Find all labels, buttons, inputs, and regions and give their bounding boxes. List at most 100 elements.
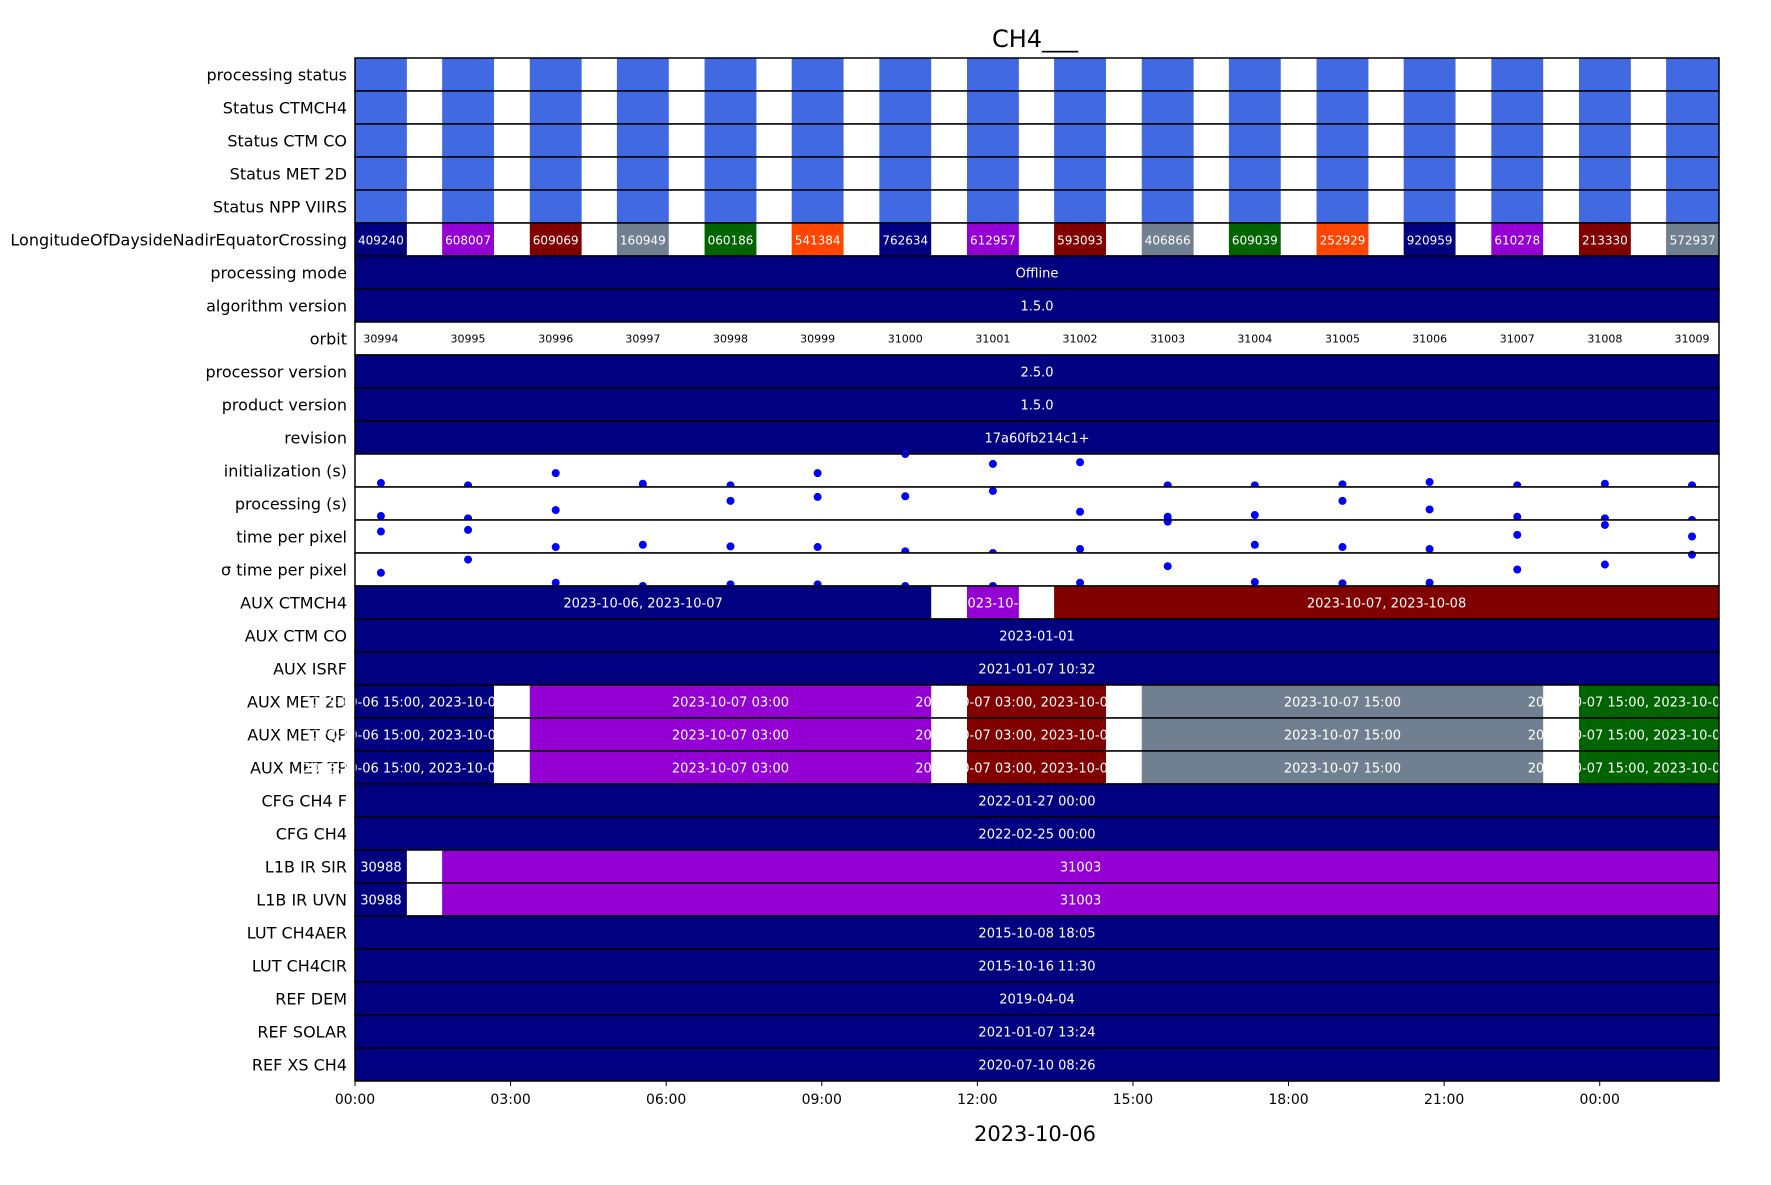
x-tick-label: 09:00 — [802, 1092, 842, 1108]
row-time-per-pixel: time per pixel — [236, 517, 1720, 557]
segment — [616, 223, 669, 256]
segment-label: 2.5.0 — [1020, 366, 1053, 381]
segment-label: 2023-10-0 — [959, 597, 1026, 612]
row-label: processing (s) — [235, 495, 347, 514]
segment-label: 2021-01-07 10:32 — [978, 663, 1095, 678]
segment — [529, 190, 582, 223]
row-aux-ctmch4: AUX CTMCH4 2023-10-06, 2023-10-07 2023-10-… — [240, 585, 1720, 620]
segment — [791, 91, 844, 124]
segment — [355, 256, 1719, 289]
segment-label: 409240 — [358, 234, 404, 248]
data-point — [376, 479, 385, 488]
row-background — [355, 487, 1719, 520]
segment-label: 160949 — [620, 234, 666, 248]
segment — [1141, 124, 1194, 157]
segment — [1578, 718, 1719, 751]
segment-label: 2023-10-07 15:00 — [1284, 696, 1401, 711]
segment — [1316, 157, 1369, 190]
segment-label: 612957 — [970, 234, 1016, 248]
segment — [442, 190, 494, 223]
data-point — [988, 486, 997, 495]
segment-label: 406866 — [1145, 234, 1191, 248]
segment-label: 2023-10-07 03:00 — [672, 729, 789, 744]
segment — [355, 817, 1719, 850]
segment — [966, 157, 1019, 190]
segment-label: 920959 — [1407, 234, 1453, 248]
row-revision: revision 17a60fb214c1+ — [284, 420, 1720, 455]
segment-label: 1.5.0 — [1020, 399, 1053, 414]
segment — [355, 784, 1719, 817]
segment-label: 2023-10-07 15:00 — [1284, 762, 1401, 777]
segment — [442, 223, 494, 256]
orbit-number: 31007 — [1500, 333, 1535, 346]
data-point — [464, 525, 473, 534]
segment — [529, 58, 582, 91]
segment-label: 2020-07-10 08:26 — [978, 1059, 1095, 1074]
row-ref-xs-ch4: REF XS CH4 2020-07-10 08:26 — [252, 1047, 1720, 1082]
segment — [1578, 91, 1631, 124]
row-label: AUX MET QP — [247, 726, 347, 745]
row-l1b-ir-sir: L1B IR SIR 30988 31003 — [265, 849, 1720, 884]
segment — [1491, 124, 1544, 157]
segment — [1316, 91, 1369, 124]
segment-label: 2015-10-08 18:05 — [978, 927, 1095, 942]
data-point — [726, 496, 735, 505]
row-label: Status NPP VIIRS — [213, 198, 347, 217]
segment — [966, 718, 1106, 751]
orbit-number: 31008 — [1587, 333, 1622, 346]
segment — [529, 91, 582, 124]
segment — [355, 157, 407, 190]
segment — [879, 124, 932, 157]
segment-label: 2023-10-07 03:00, 2023-10-07 15:00 — [915, 762, 1158, 777]
segment-label: 30988 — [360, 894, 401, 909]
data-point — [1425, 505, 1434, 514]
orbit-number: 30995 — [451, 333, 486, 346]
row-label: AUX MET 2D — [247, 693, 347, 712]
orbit-number: 30996 — [538, 333, 573, 346]
segment — [704, 58, 757, 91]
row-label: revision — [284, 429, 347, 448]
segment — [1054, 223, 1106, 256]
rows-layer: processing status Status CTMCH4 Status CTM… — [10, 57, 1770, 1082]
row-initialization-s: initialization (s) — [224, 450, 1720, 491]
row-cfg-ch4: CFG CH4 2022-02-25 00:00 — [276, 816, 1720, 851]
data-point — [1600, 520, 1609, 529]
segment — [355, 883, 407, 916]
segment — [791, 157, 844, 190]
segment — [879, 157, 932, 190]
data-point — [1513, 512, 1522, 521]
row-label: LUT CH4CIR — [252, 957, 347, 976]
data-point — [551, 578, 560, 587]
row-longitudeofdaysidenadirequatorcrossing: LongitudeOfDaysideNadirEquatorCrossing 40… — [10, 222, 1720, 257]
segment — [442, 850, 1720, 883]
segment-label: 609039 — [1232, 234, 1278, 248]
segment — [1666, 91, 1719, 124]
x-tick-label: 00:00 — [335, 1092, 375, 1108]
segment-label: 2022-02-25 00:00 — [978, 828, 1095, 843]
segment — [1054, 190, 1106, 223]
segment — [616, 157, 669, 190]
data-point — [1600, 479, 1609, 488]
segment — [1228, 190, 1281, 223]
segment-label: 2021-01-07 13:24 — [978, 1026, 1095, 1041]
row-label: LUT CH4AER — [247, 924, 347, 943]
segment-label: 2023-10-07 03:00, 2023-10-07 15:00 — [915, 696, 1158, 711]
segment — [355, 388, 1719, 421]
segment — [704, 124, 757, 157]
data-point — [376, 527, 385, 536]
segment — [355, 685, 494, 718]
segment-label: 2023-10-07 15:00 — [1284, 729, 1401, 744]
row-aux-isrf: AUX ISRF 2021-01-07 10:32 — [273, 651, 1720, 686]
segment-label: 31003 — [1060, 861, 1101, 876]
segment-label: 2023-01-01 — [999, 630, 1075, 645]
segment — [1141, 190, 1194, 223]
segment-label: 572937 — [1670, 234, 1716, 248]
row-label: REF SOLAR — [257, 1023, 347, 1042]
segment-label: 2022-01-27 00:00 — [978, 795, 1095, 810]
segment-label: 762634 — [882, 234, 928, 248]
x-tick-label: 06:00 — [646, 1092, 686, 1108]
segment-label: 593093 — [1057, 234, 1103, 248]
